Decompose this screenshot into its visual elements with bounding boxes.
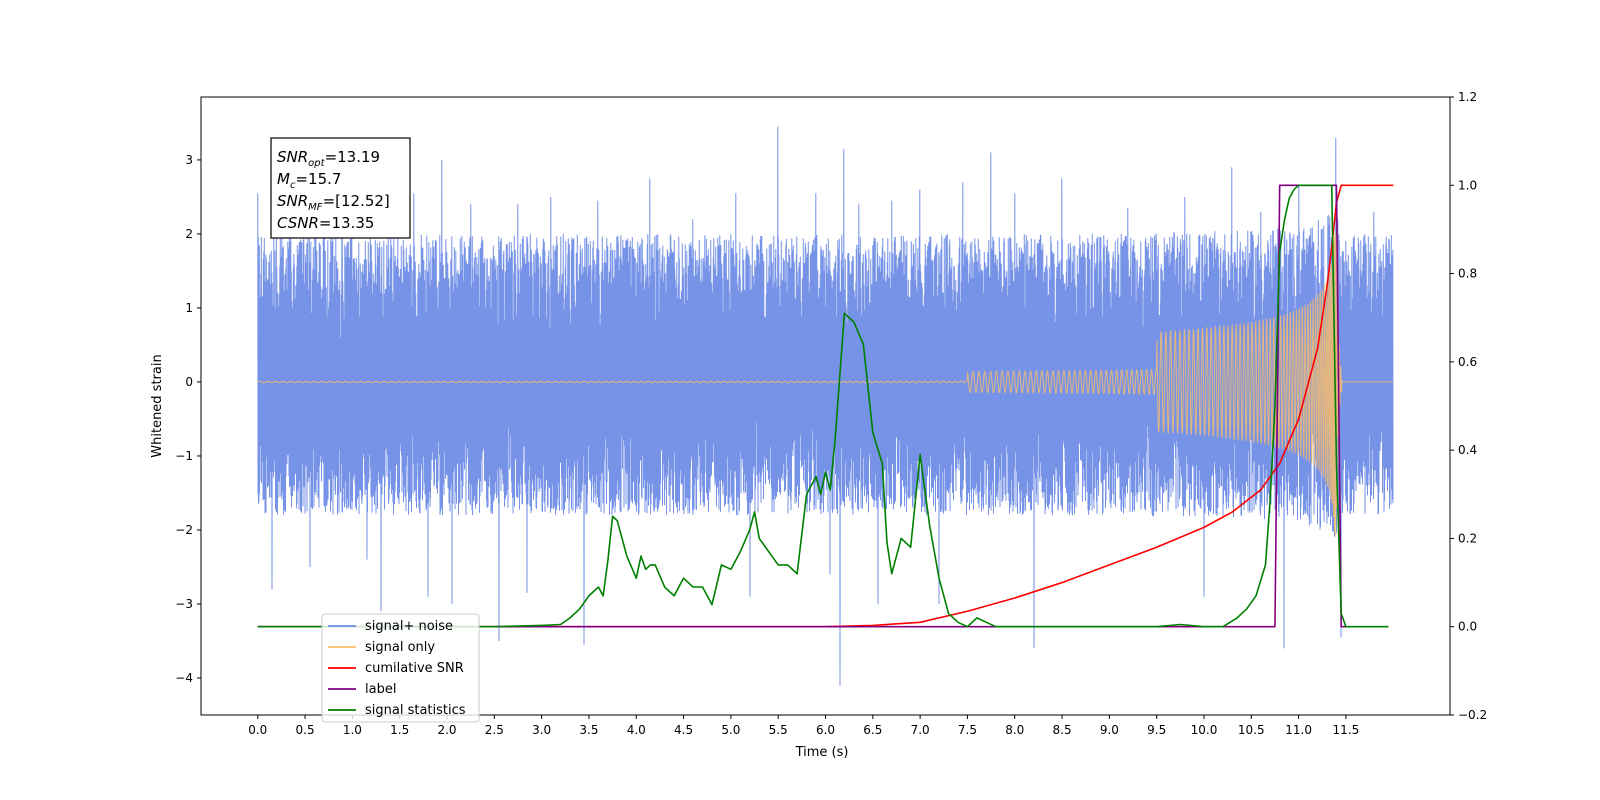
x-tick-label: 4.0 (627, 723, 646, 737)
x-tick-label: 10.5 (1238, 723, 1265, 737)
stats-annotation-line: SNRMF=[12.52] (277, 192, 390, 213)
stats-annotation-line: Mc=15.7 (277, 170, 341, 191)
legend-frame (321, 613, 480, 723)
y-tick-label: 2 (185, 227, 193, 241)
x-tick-label: 9.5 (1147, 723, 1166, 737)
x-tick-label: 0.5 (296, 723, 315, 737)
stats-annotation-line: SNRopt=13.19 (277, 148, 380, 169)
y-tick-label: −3 (175, 597, 193, 611)
y-right-tick-label: 0.6 (1458, 355, 1477, 369)
x-tick-label: 6.0 (816, 723, 835, 737)
y-right-tick-label: −0.2 (1458, 708, 1487, 722)
x-tick-label: 4.5 (674, 723, 693, 737)
y-right-tick-label: 0.4 (1458, 443, 1477, 457)
series-layer (257, 126, 1394, 686)
x-tick-label: 9.0 (1100, 723, 1119, 737)
y-tick-label: 1 (185, 301, 193, 315)
stats-annotation-box: SNRopt=13.19Mc=15.7SNRMF=[12.52]CSNR=13.… (270, 137, 411, 239)
x-tick-label: 3.5 (579, 723, 598, 737)
series-signal-statistics-line (257, 184, 1389, 628)
x-tick-label: 8.0 (1005, 723, 1024, 737)
x-tick-label: 3.0 (532, 723, 551, 737)
x-axis-label: Time (s) (795, 745, 849, 760)
x-tick-label: 8.5 (1053, 723, 1072, 737)
x-tick-label: 1.5 (390, 723, 409, 737)
legend-entry-label: label (365, 682, 396, 697)
x-tick-label: 1.0 (343, 723, 362, 737)
x-tick-label: 2.0 (437, 723, 456, 737)
legend-entry-label: cumilative SNR (365, 661, 464, 676)
x-tick-label: 7.0 (911, 723, 930, 737)
y-right-tick-label: 0.0 (1458, 620, 1477, 634)
y-right-tick-label: 1.2 (1458, 90, 1477, 104)
y-right-tick-label: 0.2 (1458, 531, 1477, 545)
x-tick-label: 2.5 (485, 723, 504, 737)
x-tick-label: 10.0 (1191, 723, 1218, 737)
y-tick-label: 3 (185, 153, 193, 167)
x-tick-label: 5.0 (721, 723, 740, 737)
y-axis-label: Whitened strain (150, 354, 165, 457)
legend-entry-label: signal statistics (365, 703, 466, 718)
x-axis: 0.0 0.5 1.0 1.5 2.0 2.5 3.0 3.5 4.0 4.5 5.0 5.5 6.0 6… (248, 715, 1359, 737)
y-tick-label: −2 (175, 523, 193, 537)
legend-entry-label: signal+ noise (365, 619, 453, 634)
series-signal-plus-noise-line (257, 126, 1394, 686)
x-tick-label: 6.5 (863, 723, 882, 737)
x-tick-label: 7.5 (958, 723, 977, 737)
x-tick-label: 5.5 (769, 723, 788, 737)
y-tick-label: −1 (175, 449, 193, 463)
y-tick-label: −4 (175, 671, 193, 685)
legend: signal+ noise signal only cumilative SNR la… (321, 613, 480, 723)
x-tick-label: 11.5 (1333, 723, 1360, 737)
y-right-tick-label: 0.8 (1458, 267, 1477, 281)
series-signal-only-line (257, 231, 1394, 538)
y-axis-left: 3 2 1 0 −1 −2 −3 −4 (175, 153, 201, 685)
series-cumulative-snr-line (257, 184, 1394, 628)
x-tick-label: 11.0 (1285, 723, 1312, 737)
stats-annotation-line: CSNR=13.35 (277, 214, 374, 232)
legend-entry-label: signal only (365, 640, 435, 655)
y-axis-right: 1.2 1.0 0.8 0.6 0.4 0.2 0.0 −0.2 (1450, 90, 1487, 722)
x-tick-label: 0.0 (248, 723, 267, 737)
stats-annotation-frame (270, 137, 411, 239)
y-right-tick-label: 1.0 (1458, 178, 1477, 192)
y-tick-label: 0 (185, 375, 193, 389)
